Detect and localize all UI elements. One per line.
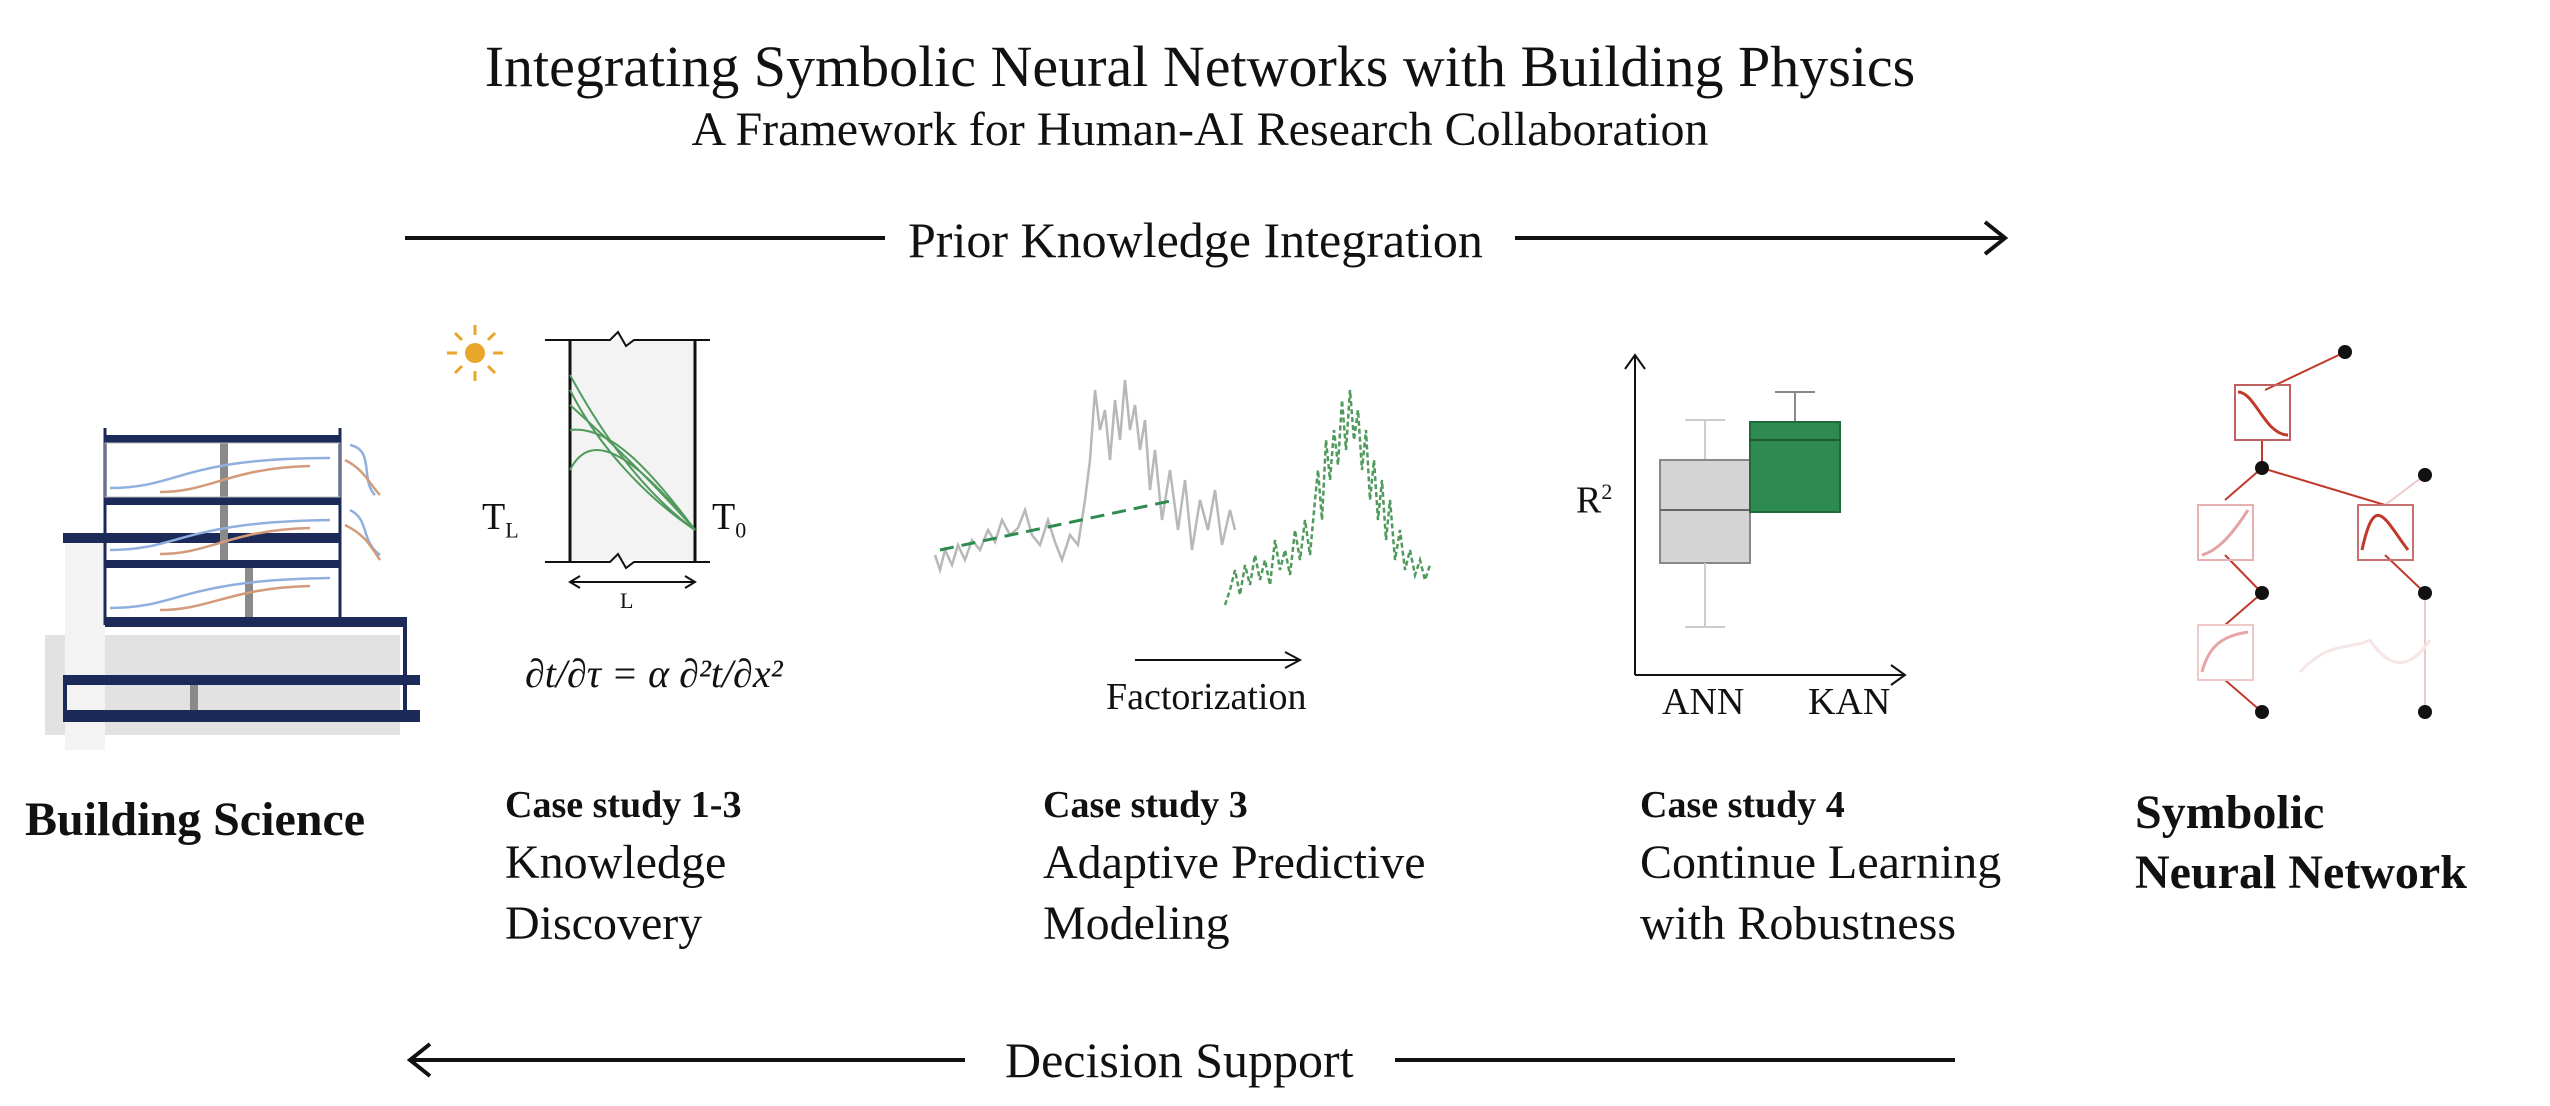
building-science-label: Building Science [25, 793, 366, 846]
kan-tick-label: KAN [1808, 681, 1891, 723]
length-label: L [620, 588, 634, 613]
case-study-1-3: Case study 1-3 Knowledge Discovery [505, 782, 741, 954]
page-title: Integrating Symbolic Neural Networks wit… [484, 34, 1916, 99]
case-study-title-line1: Continue Learning [1640, 836, 2002, 889]
r2-axis-label: R2 [1576, 479, 1613, 522]
temp-left-label: TL [482, 496, 519, 543]
factorization-label: Factorization [1106, 676, 1307, 718]
case-study-title-line2: Discovery [505, 897, 703, 950]
kan-network-illustration [2197, 345, 2432, 719]
case-study-title-line2: Modeling [1043, 897, 1230, 950]
building-section-illustration [45, 428, 420, 750]
case-study-4: Case study 4 Continue Learning with Robu… [1640, 782, 2001, 954]
case-study-label: Case study 1-3 [505, 784, 742, 826]
ann-tick-label: ANN [1662, 681, 1745, 723]
case-study-label: Case study 3 [1043, 784, 1248, 826]
timeseries-factorization-figure [933, 379, 1432, 669]
symbolic-label-line2: Neural Network [2135, 846, 2467, 899]
temp-right-label: T0 [712, 496, 747, 543]
case-study-label: Case study 4 [1640, 784, 1845, 826]
case-study-title-line1: Adaptive Predictive [1043, 836, 1426, 889]
prior-knowledge-label: Prior Knowledge Integration [908, 212, 1483, 268]
case-study-3: Case study 3 Adaptive Predictive Modelin… [1043, 782, 1426, 954]
wall-conduction-figure [545, 330, 710, 589]
page-subtitle: A Framework for Human-AI Research Collab… [691, 103, 1709, 156]
sun-icon [447, 325, 503, 381]
symbolic-label-line1: Symbolic [2135, 786, 2325, 839]
boxplot-ann-kan [1624, 353, 1907, 686]
heat-equation: ∂t/∂τ = α ∂²t/∂x² [525, 651, 783, 696]
decision-support-label: Decision Support [1005, 1032, 1354, 1088]
case-study-title-line2: with Robustness [1640, 897, 1957, 950]
case-study-title-line1: Knowledge [505, 836, 727, 889]
